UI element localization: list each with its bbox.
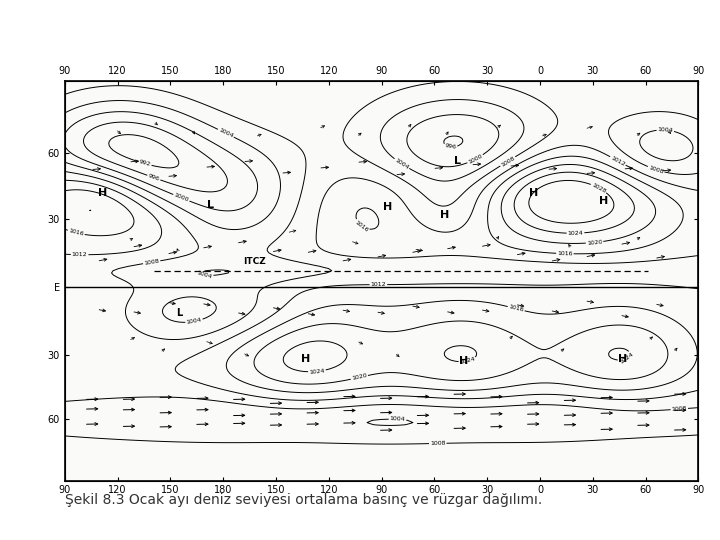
Text: 996: 996 xyxy=(148,173,161,182)
Text: L: L xyxy=(454,156,461,166)
Text: 1008: 1008 xyxy=(143,259,160,266)
Text: 1024: 1024 xyxy=(459,356,476,366)
Text: 1016: 1016 xyxy=(68,228,84,237)
Text: 1004: 1004 xyxy=(657,127,673,133)
Text: H: H xyxy=(383,202,392,212)
Text: 1028: 1028 xyxy=(590,182,607,194)
Text: L: L xyxy=(207,200,214,210)
Text: 1008: 1008 xyxy=(672,406,688,412)
Text: H: H xyxy=(459,356,469,366)
Text: 1016: 1016 xyxy=(508,305,524,313)
Text: 1012: 1012 xyxy=(371,282,386,287)
Text: 1016: 1016 xyxy=(557,251,572,256)
Text: 1004: 1004 xyxy=(217,127,234,139)
Text: 1012: 1012 xyxy=(72,252,87,257)
Text: 1008: 1008 xyxy=(430,441,446,446)
Text: 1008: 1008 xyxy=(500,155,516,167)
Text: 1008: 1008 xyxy=(648,165,664,174)
Text: L: L xyxy=(176,308,182,318)
Text: H: H xyxy=(529,188,539,198)
Text: ITCZ: ITCZ xyxy=(243,257,266,266)
Text: H: H xyxy=(599,196,608,206)
Text: 1016: 1016 xyxy=(354,219,369,233)
Text: 1024: 1024 xyxy=(618,352,634,365)
Text: H: H xyxy=(98,188,107,198)
Text: 1024: 1024 xyxy=(567,231,583,236)
Text: 1020: 1020 xyxy=(587,239,603,246)
Text: 1000: 1000 xyxy=(467,153,483,165)
Text: 1004: 1004 xyxy=(186,318,202,325)
Text: 1012: 1012 xyxy=(610,155,626,167)
Text: 1004: 1004 xyxy=(390,416,405,422)
Text: H: H xyxy=(618,354,627,364)
Text: Şekil 8.3 Ocak ayı deniz seviyesi ortalama basınç ve rüzgar dağılımı.: Şekil 8.3 Ocak ayı deniz seviyesi ortala… xyxy=(65,494,542,507)
Text: 1004: 1004 xyxy=(197,271,213,280)
Text: 1024: 1024 xyxy=(309,368,325,375)
Text: PRESSURE AND WIND DISTRIBUTION(JANUARY): PRESSURE AND WIND DISTRIBUTION(JANUARY) xyxy=(18,18,720,46)
Text: 992: 992 xyxy=(138,160,151,167)
Text: 1020: 1020 xyxy=(351,373,367,381)
Text: H: H xyxy=(301,354,310,364)
Text: 1000: 1000 xyxy=(174,193,189,203)
Text: 1004: 1004 xyxy=(394,158,410,170)
Text: 996: 996 xyxy=(444,143,456,150)
Text: H: H xyxy=(441,210,449,220)
